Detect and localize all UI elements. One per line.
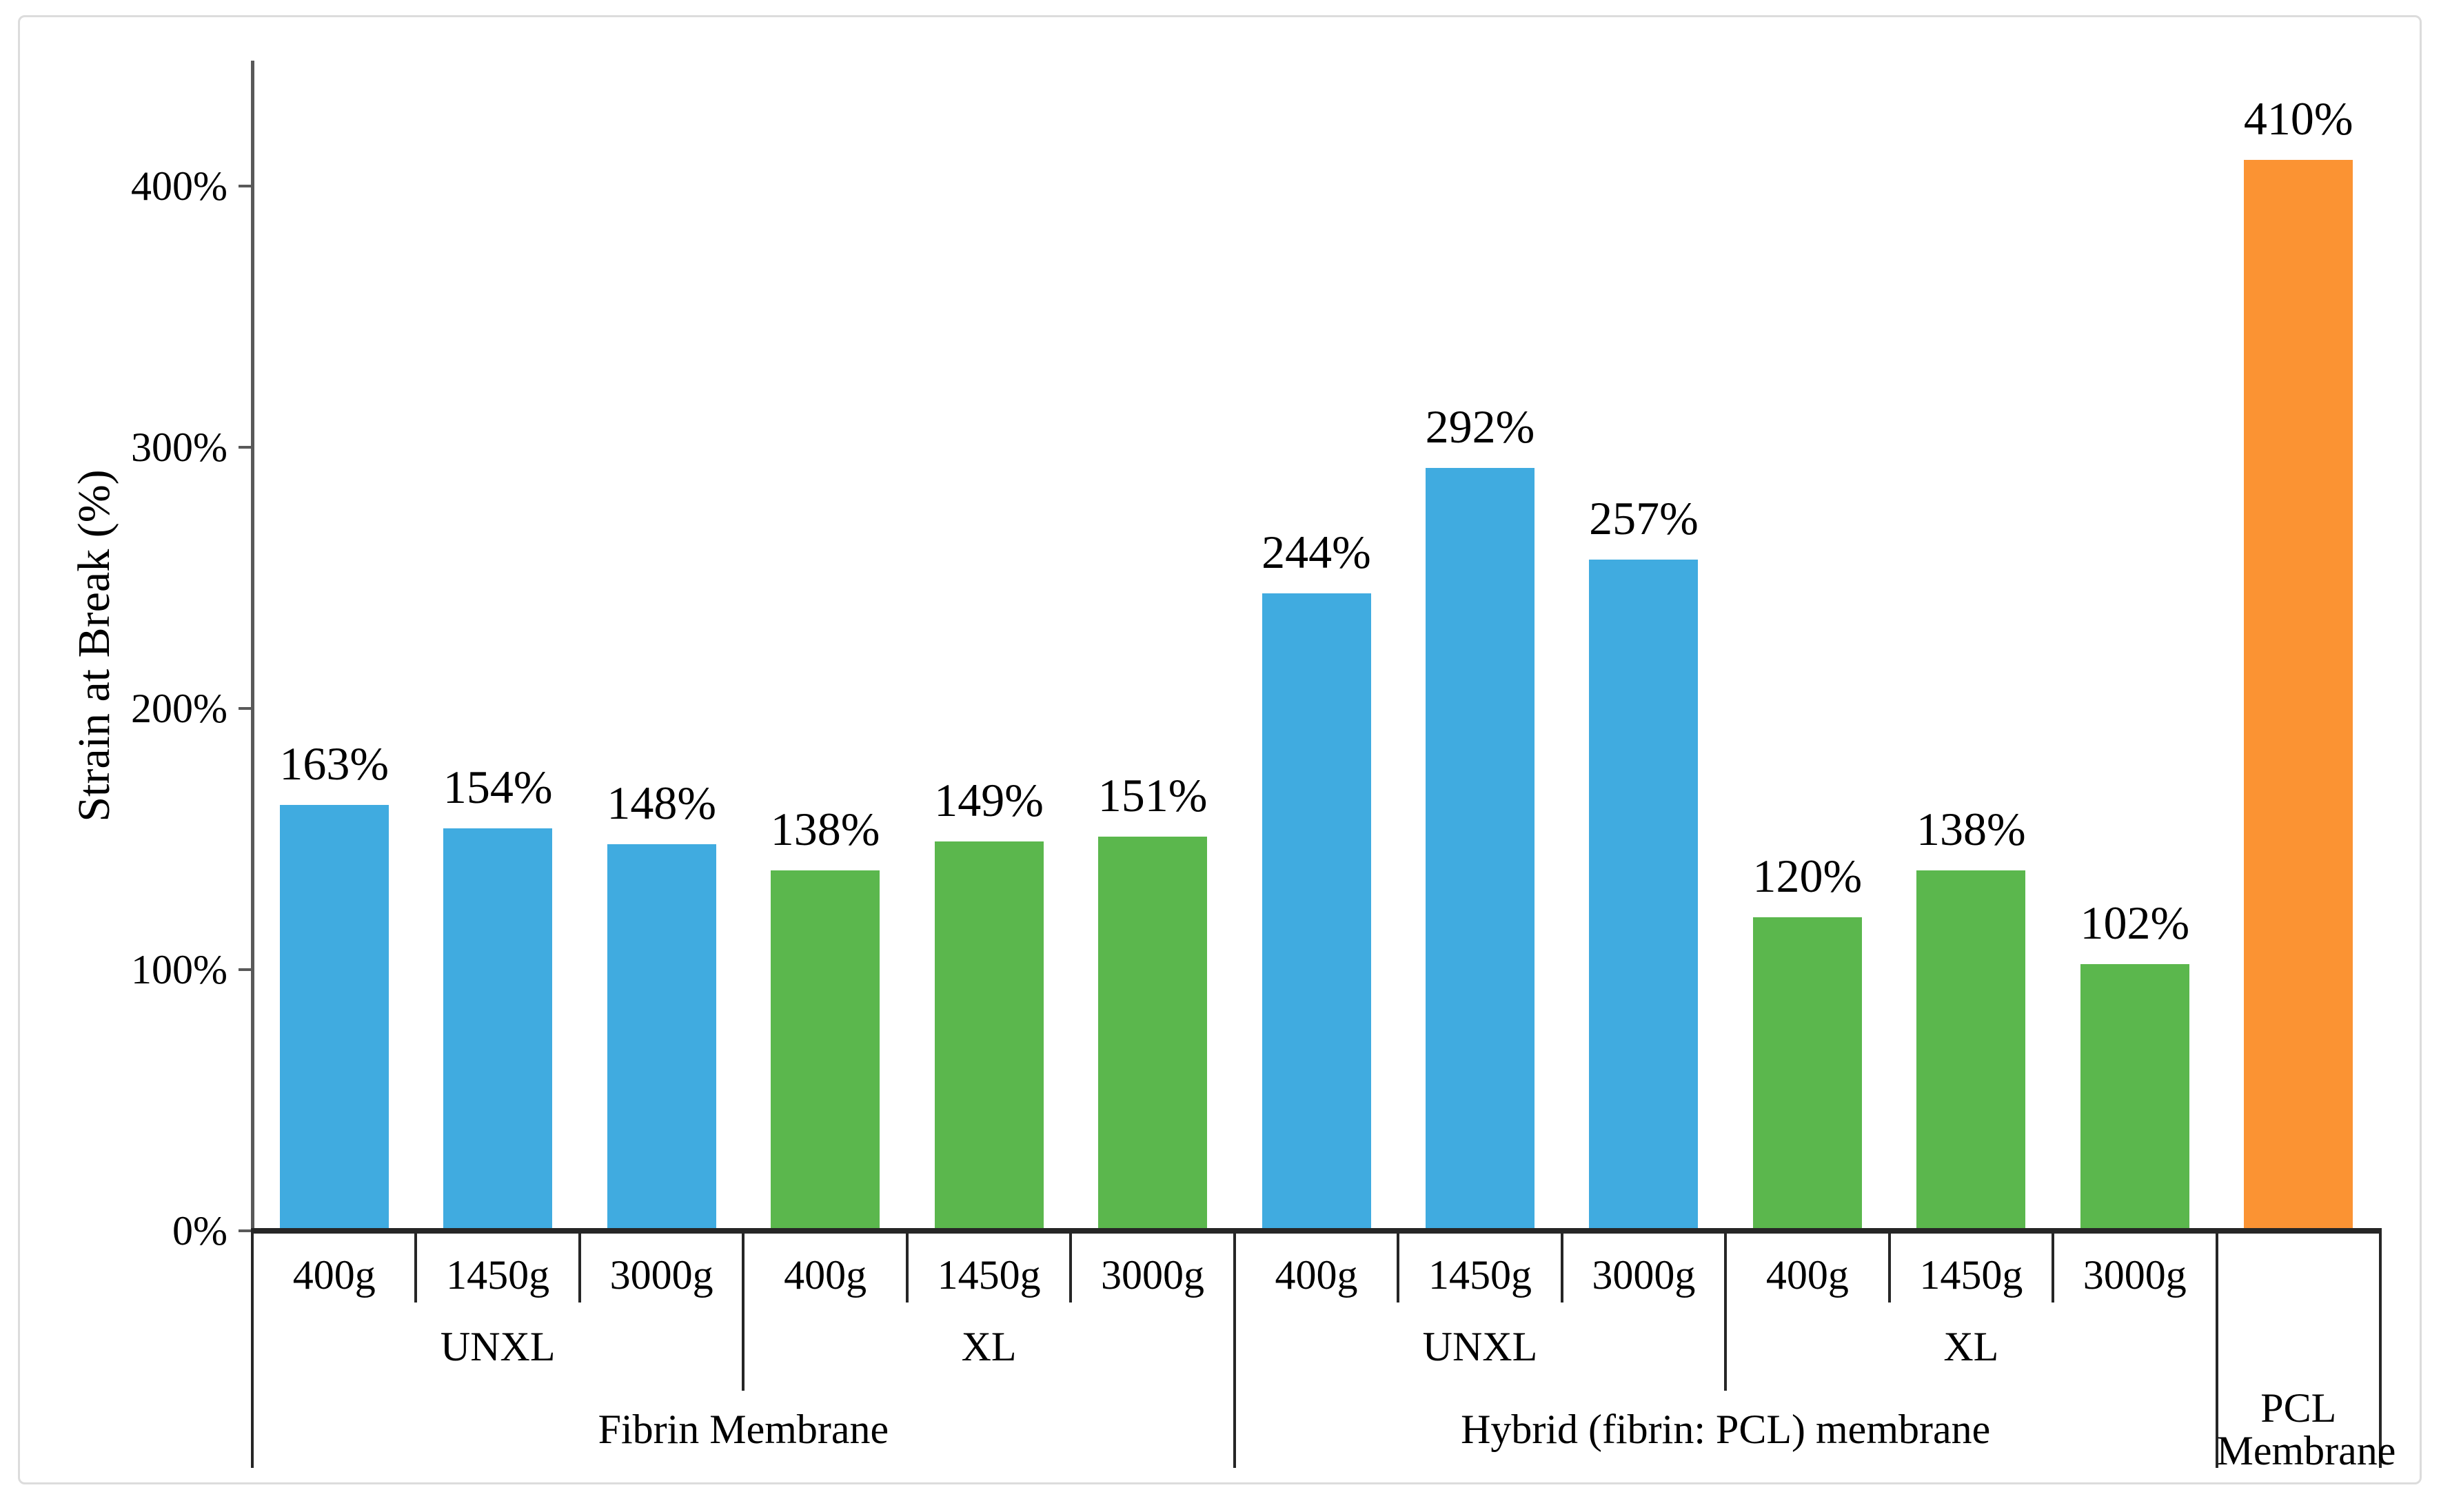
bar (443, 828, 553, 1231)
axis-divider (1233, 1231, 1236, 1468)
bar-value-label: 244% (1262, 526, 1371, 579)
axis-divider (1724, 1231, 1728, 1391)
group-label: PCL Membrane (2216, 1385, 2396, 1473)
bar (1425, 468, 1535, 1231)
category-label: 400g (784, 1252, 867, 1298)
axis-divider (905, 1231, 909, 1302)
category-label: 400g (1765, 1252, 1849, 1298)
axis-divider (578, 1231, 581, 1302)
category-label: 400g (292, 1252, 376, 1298)
subgroup-label: XL (961, 1324, 1017, 1369)
category-label: 1450g (446, 1252, 550, 1298)
axis-divider (2215, 1231, 2218, 1468)
y-axis-tick-mark (239, 185, 251, 187)
bar-value-label: 151% (1097, 768, 1208, 821)
chart-frame-border (18, 15, 2422, 1484)
category-label: 3000g (1592, 1252, 1696, 1298)
y-axis-tick-label: 0% (172, 1208, 227, 1254)
group-label: Hybrid (fibrin: PCL) membrane (1235, 1408, 2217, 1451)
category-label: 3000g (2083, 1252, 2187, 1298)
category-label: 3000g (1101, 1252, 1205, 1298)
bar (1098, 836, 1208, 1231)
axis-divider (742, 1231, 745, 1391)
y-axis-tick-label: 400% (131, 163, 227, 209)
bar (1262, 593, 1371, 1231)
subgroup-label: XL (1943, 1324, 1999, 1369)
bar-value-label: 138% (770, 802, 880, 855)
y-axis-tick-label: 100% (131, 947, 227, 992)
bar (771, 870, 880, 1231)
axis-divider (251, 1231, 254, 1468)
group-label-line: PCL (2260, 1385, 2337, 1431)
category-label: 400g (1275, 1252, 1358, 1298)
bar-value-label: 163% (279, 737, 389, 790)
axis-divider (1560, 1231, 1563, 1302)
bar-value-label: 138% (1916, 802, 2026, 855)
group-label-line: Hybrid (fibrin: PCL) membrane (1461, 1407, 1991, 1452)
bar (934, 841, 1044, 1231)
axis-divider (1887, 1231, 1891, 1302)
axis-divider (414, 1231, 418, 1302)
bar (2080, 964, 2189, 1231)
axis-divider (2379, 1231, 2382, 1468)
bar-value-label: 102% (2080, 897, 2190, 950)
axis-divider (2052, 1231, 2055, 1302)
bar-value-label: 410% (2243, 92, 2353, 145)
y-axis-tick-mark (239, 968, 251, 971)
axis-divider (1397, 1231, 1400, 1302)
category-label: 1450g (937, 1252, 1041, 1298)
bar (1916, 870, 2026, 1231)
bar-value-label: 149% (934, 774, 1044, 827)
bar (1752, 917, 1862, 1231)
category-label: 3000g (609, 1252, 713, 1298)
group-label-line: Membrane (2216, 1428, 2396, 1473)
bar-value-label: 148% (607, 777, 716, 830)
y-axis-tick-label: 300% (131, 425, 227, 470)
subgroup-label: UNXL (1422, 1324, 1538, 1369)
category-label: 1450g (1428, 1252, 1532, 1298)
group-label-line: Fibrin Membrane (598, 1407, 889, 1452)
y-axis-tick-mark (239, 1229, 251, 1232)
bar (2244, 160, 2353, 1231)
bar-value-label: 120% (1752, 850, 1863, 903)
group-label: Fibrin Membrane (252, 1408, 1235, 1451)
axis-divider (1069, 1231, 1073, 1302)
bar (279, 805, 389, 1231)
bar-value-label: 292% (1425, 400, 1535, 453)
bar (607, 844, 716, 1231)
subgroup-label: UNXL (440, 1324, 556, 1369)
bar-value-label: 257% (1589, 491, 1699, 544)
category-label: 1450g (1919, 1252, 2023, 1298)
y-axis-line (251, 61, 254, 1231)
y-axis-tick-mark (239, 446, 251, 449)
y-axis-tick-mark (239, 707, 251, 710)
bar (1589, 559, 1699, 1231)
y-axis-tick-label: 200% (131, 686, 227, 731)
x-axis-baseline (251, 1228, 2382, 1234)
bar-value-label: 154% (443, 761, 553, 814)
